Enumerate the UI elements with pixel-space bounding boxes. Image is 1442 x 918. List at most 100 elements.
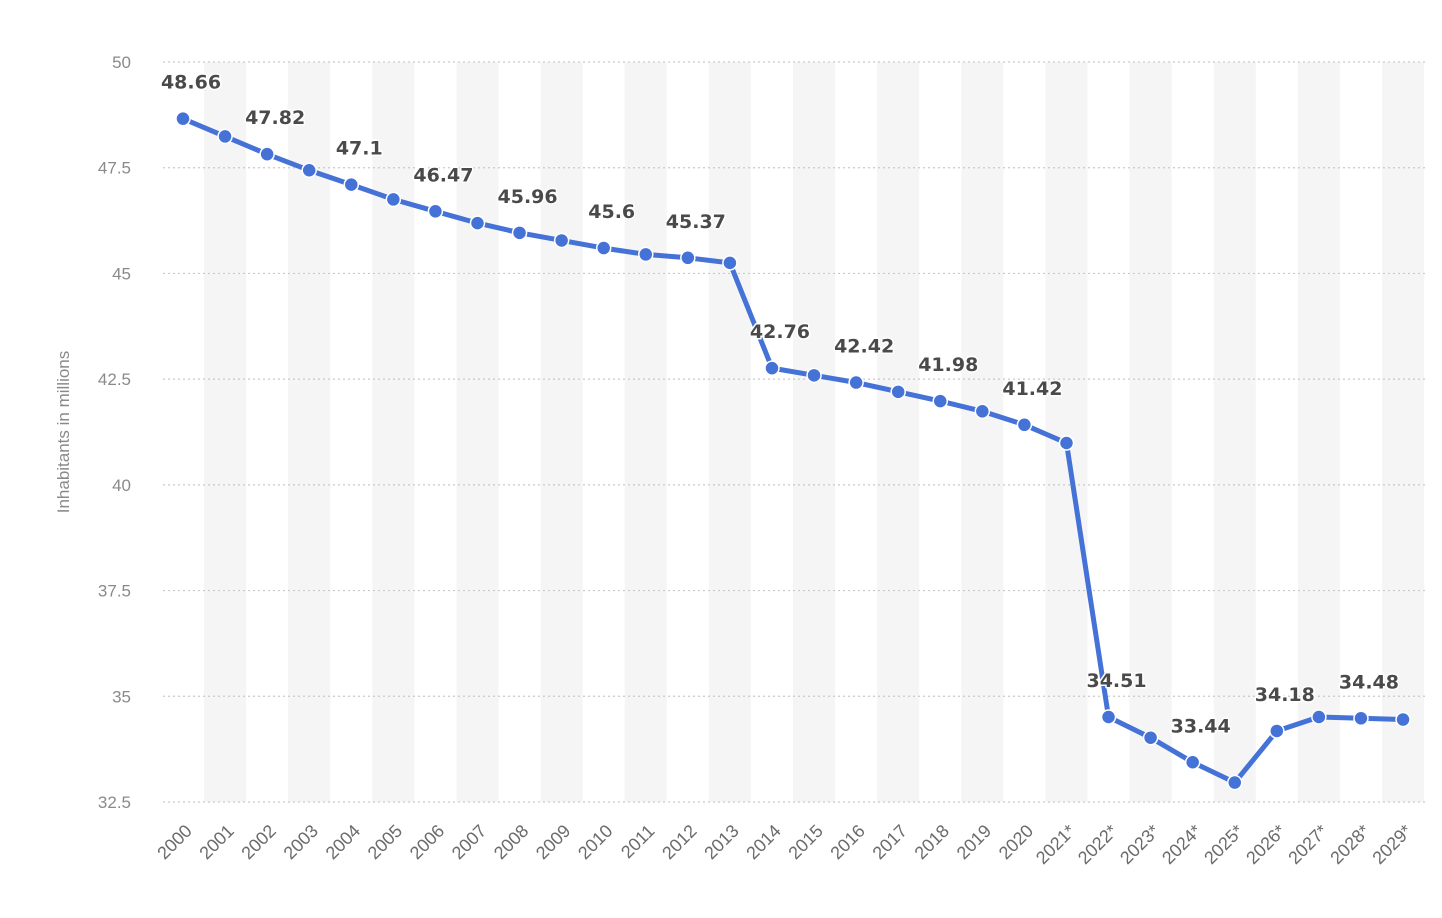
y-tick-label: 37.5 [98,582,131,601]
data-point[interactable] [722,255,738,271]
data-point[interactable] [217,128,233,145]
x-tick-label: 2005 [364,821,406,863]
data-label: 48.66 [161,72,221,94]
x-tick-label: 2026* [1242,821,1289,868]
x-tick-label: 2019 [953,821,995,863]
data-point[interactable] [1227,774,1243,791]
data-point[interactable] [890,384,906,400]
column-band [793,62,836,802]
y-axis-ticks: 32.5 35 37.5 40 42.5 45 47.5 50 [98,53,131,812]
x-tick-label: 2023* [1116,821,1163,868]
data-point[interactable] [301,162,317,179]
data-point[interactable] [1016,417,1033,433]
x-tick-label: 2014 [742,821,784,863]
x-tick-label: 2003 [280,821,322,863]
column-band [540,62,583,802]
x-tick-label: 2010 [574,821,616,863]
data-point[interactable] [974,403,991,420]
data-label: 34.51 [1086,670,1146,692]
x-tick-label: 2028* [1326,821,1373,868]
x-tick-label: 2015 [784,821,826,863]
data-point[interactable] [511,225,528,241]
series-layer [175,110,1411,791]
column-band [456,62,499,802]
data-label: 33.44 [1171,715,1231,737]
data-point[interactable] [764,360,780,376]
column-band [961,62,1004,802]
data-point[interactable] [553,232,570,249]
column-band [1297,62,1340,802]
y-axis-title: Inhabitants in millions [54,351,73,514]
data-point[interactable] [175,110,191,127]
data-label: 34.18 [1255,684,1315,706]
x-tick-label: 2029* [1368,821,1415,868]
column-band [1045,62,1088,802]
x-tick-label: 2001 [195,821,237,863]
column-band [1213,62,1256,802]
y-tick-label: 40 [112,476,131,495]
column-band [372,62,415,802]
data-point[interactable] [806,367,822,384]
grid-lines [163,61,1425,803]
column-band [624,62,667,802]
data-point[interactable] [1142,729,1159,746]
data-point[interactable] [848,374,864,391]
y-tick-label: 47.5 [98,159,131,178]
data-point[interactable] [469,215,486,231]
data-point[interactable] [1353,710,1369,727]
data-label: 42.76 [750,321,810,343]
data-point[interactable] [1269,723,1285,739]
x-axis-ticks: 2000 2001 2002 2003 2004 2005 2006 2007 2008 2009… [153,821,1415,868]
data-point[interactable] [427,203,444,220]
data-point[interactable] [1395,711,1411,728]
x-tick-label: 2011 [617,821,659,863]
data-label: 45.96 [498,186,558,208]
column-band [1129,62,1172,802]
data-point[interactable] [680,250,696,266]
x-tick-label: 2017 [869,821,911,863]
y-tick-label: 50 [112,53,131,72]
x-tick-label: 2027* [1284,821,1331,868]
x-tick-label: 2004 [322,821,364,863]
data-labels: 48.66 47.82 47.1 46.47 45.96 45.6 45.37 42.76 42… [159,70,1400,739]
x-tick-label: 2025* [1200,821,1247,868]
y-tick-label: 35 [112,687,131,706]
data-point[interactable] [1058,435,1075,451]
x-tick-label: 2007 [448,821,490,863]
x-tick-label: 2009 [532,821,574,863]
data-point[interactable] [1311,709,1327,725]
column-band [288,62,331,802]
data-point[interactable] [1184,754,1201,771]
data-point[interactable] [385,191,402,208]
column-band [1381,62,1425,802]
data-label: 47.82 [245,107,305,129]
x-tick-label: 2016 [826,821,868,863]
data-point[interactable] [343,176,360,193]
x-tick-label: 2022* [1074,821,1121,868]
x-tick-label: 2020 [995,821,1037,863]
x-tick-label: 2008 [490,821,532,863]
data-label: 42.42 [834,336,894,358]
data-label: 46.47 [413,164,473,186]
data-point[interactable] [1100,709,1117,725]
data-point[interactable] [259,146,275,162]
x-tick-label: 2018 [911,821,953,863]
y-tick-label: 32.5 [98,793,131,812]
column-band [708,62,751,802]
data-label: 47.1 [336,138,383,160]
column-bands [204,62,1425,802]
data-point[interactable] [595,240,612,256]
x-tick-label: 2006 [406,821,448,863]
x-tick-label: 2012 [658,821,700,863]
x-tick-label: 2002 [238,821,280,863]
y-tick-label: 45 [112,264,131,283]
data-label: 41.98 [918,354,978,376]
x-tick-label: 2013 [700,821,742,863]
data-point[interactable] [638,246,654,263]
data-label: 45.6 [588,201,635,223]
data-point[interactable] [932,393,949,409]
x-tick-label: 2021* [1032,821,1079,868]
x-tick-label: 2024* [1158,821,1205,868]
